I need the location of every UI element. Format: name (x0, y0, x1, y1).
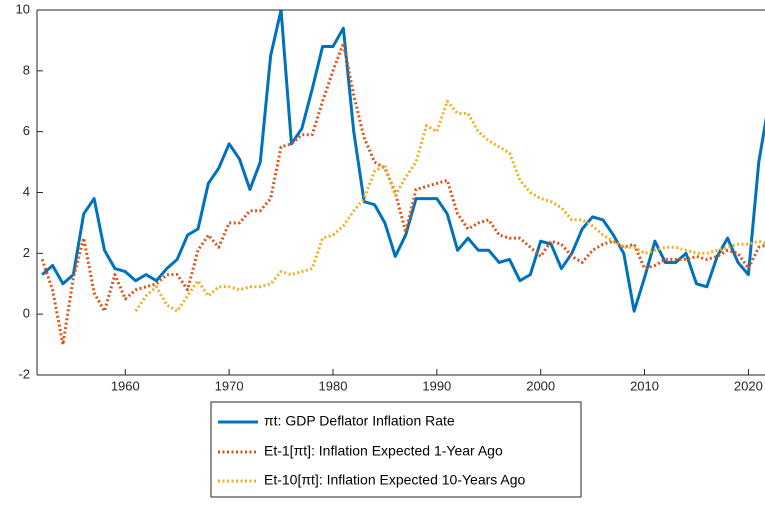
y-tick-label: 8 (23, 62, 30, 77)
series-line (41, 10, 765, 313)
x-tick-label: 2000 (526, 378, 555, 393)
x-tick-label: 1980 (319, 378, 348, 393)
y-tick-label: 6 (23, 123, 30, 138)
y-tick-label: 2 (23, 245, 30, 260)
x-tick-label: 2010 (630, 378, 659, 393)
legend-label: Et-1[πt]: Inflation Expected 1-Year Ago (264, 443, 503, 459)
x-tick-label: 1960 (111, 378, 140, 393)
legend-box (210, 401, 582, 498)
series-line (40, 41, 765, 347)
series-line (134, 99, 765, 313)
y-tick-label: -2 (18, 366, 30, 381)
plot-area (40, 10, 765, 347)
legend-label: Et-10[πt]: Inflation Expected 10-Years A… (264, 472, 526, 488)
y-tick-label: 10 (16, 1, 30, 16)
x-tick-label: 1990 (422, 378, 451, 393)
legend-label: πt: GDP Deflator Inflation Rate (264, 413, 455, 429)
y-tick-label: 4 (23, 184, 30, 199)
x-tick-label: 1970 (215, 378, 244, 393)
x-tick-label: 2020 (734, 378, 763, 393)
y-tick-label: 0 (23, 306, 30, 321)
